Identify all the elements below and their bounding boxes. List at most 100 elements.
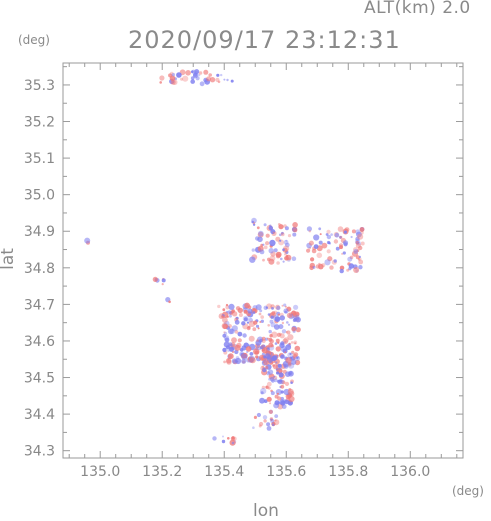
data-point [287,234,292,238]
data-point [217,304,221,309]
data-point [222,317,228,323]
data-point [225,358,232,364]
data-point [263,359,269,366]
data-point [244,302,251,309]
data-point [274,419,277,422]
altitude-label: ALT(km) 2.0 [364,0,471,18]
data-point [284,399,290,405]
data-point [198,71,203,75]
data-point [356,231,362,238]
data-point [269,224,272,227]
data-point [225,345,230,350]
data-point [291,350,295,354]
data-point [339,235,342,239]
data-point [258,424,262,428]
data-point [217,80,221,84]
data-point [263,367,266,370]
data-point [359,227,365,232]
data-point [185,70,191,76]
data-point [283,363,289,369]
data-point [190,70,194,74]
data-point [342,251,346,255]
data-point [355,243,361,249]
data-point [241,353,248,360]
data-point [256,339,259,342]
data-point [257,236,263,243]
data-point [318,262,321,265]
data-point [281,404,287,409]
data-point [280,257,283,261]
data-point [324,259,331,266]
data-point [280,232,285,237]
data-point [358,259,364,265]
data-point [277,313,280,316]
data-point [289,358,293,362]
data-point [288,395,295,403]
data-point [243,317,248,322]
data-point [252,311,256,314]
data-point [266,422,271,427]
data-point [285,239,288,242]
x-tick-label: 135.8 [328,464,368,480]
data-point [321,242,328,249]
data-point [269,239,276,247]
data-point [295,327,301,333]
data-point [280,384,285,389]
data-point [269,376,275,382]
data-point [270,418,275,423]
data-point [260,344,265,349]
data-point [284,242,290,248]
data-point [221,315,224,318]
data-point [182,75,189,82]
data-point [280,354,286,359]
data-point [286,321,289,324]
data-point [284,226,289,231]
data-point [276,261,280,265]
data-point [225,303,229,307]
data-point [290,381,293,385]
data-point [242,333,247,338]
y-tick-label: 34.7 [24,297,55,313]
data-point [251,220,254,224]
data-point [252,327,257,332]
data-point [255,347,259,351]
data-point [263,223,267,227]
data-point [249,352,254,356]
data-point [230,436,235,441]
data-point [284,381,290,386]
data-point [261,365,265,369]
data-point [284,255,289,261]
data-point [263,245,268,250]
data-point [258,312,262,316]
data-point [273,324,280,330]
data-point [348,263,355,269]
data-point [270,315,274,319]
y-tick-label: 34.4 [24,407,55,423]
x-tick-label: 135.4 [204,464,244,480]
data-point [279,315,285,321]
data-point [241,321,246,326]
data-point [296,356,299,359]
data-point [269,334,273,338]
data-point [292,226,298,233]
data-point [290,359,297,365]
data-point [281,380,286,385]
data-point [280,390,284,394]
data-point [339,265,345,271]
data-point [268,409,273,414]
data-point [280,354,285,360]
data-point [237,331,243,337]
data-point [222,308,226,312]
y-tick-label: 35.0 [24,188,55,204]
data-point [223,360,227,364]
data-point [356,249,360,253]
data-point [255,355,259,359]
data-point [316,252,323,259]
data-point [357,233,364,240]
data-point [353,249,359,254]
data-point [277,401,280,405]
data-point [212,436,217,441]
data-point [276,305,281,311]
data-point [355,236,360,242]
data-point [255,347,258,350]
